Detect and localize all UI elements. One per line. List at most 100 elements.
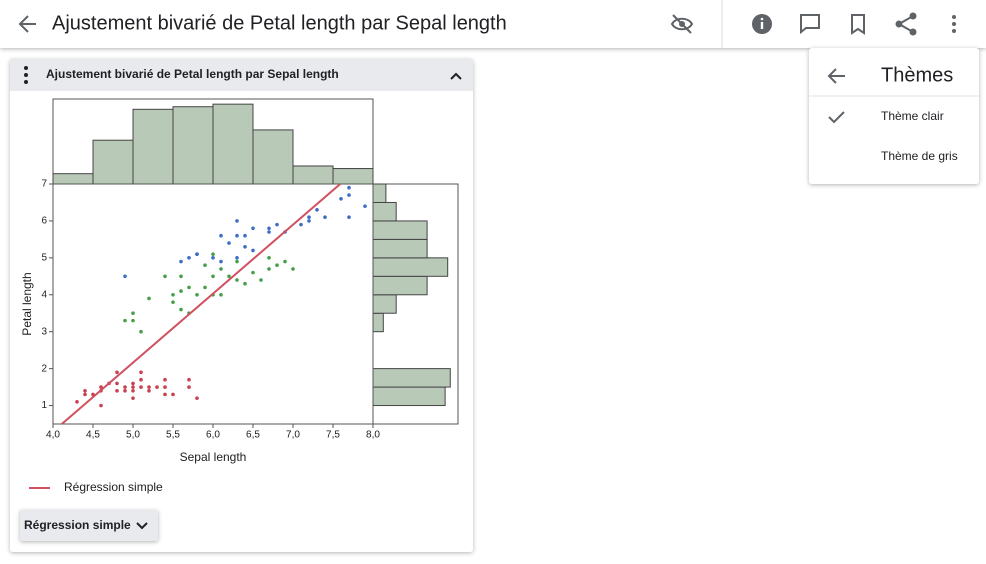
data-point: [123, 388, 127, 393]
histogram-bar: [132, 108, 174, 185]
menu-back[interactable]: [827, 68, 845, 84]
x-axis-label: Sepal length: [180, 450, 247, 464]
bookmark-button[interactable]: [851, 14, 865, 35]
info-button[interactable]: [752, 14, 772, 34]
menu-item[interactable]: Thème clair: [881, 109, 944, 123]
legend-label: Régression simple: [64, 480, 163, 494]
histogram-bar: [372, 220, 428, 240]
app-bar: [0, 0, 986, 48]
data-point: [275, 222, 279, 227]
data-point: [115, 388, 119, 393]
data-point: [267, 267, 271, 271]
more-button[interactable]: [952, 15, 956, 33]
data-point: [163, 377, 167, 382]
data-point: [235, 233, 239, 238]
data-point: [243, 233, 247, 238]
data-point: [187, 385, 191, 389]
histogram-bar: [52, 173, 94, 185]
data-point: [219, 292, 223, 297]
menu-item[interactable]: Thème de gris: [881, 149, 958, 163]
regression-line: [61, 184, 341, 424]
histogram-bar: [332, 168, 374, 185]
data-point: [307, 219, 311, 223]
data-point: [235, 256, 239, 260]
histogram-bar: [292, 165, 334, 185]
data-point: [267, 230, 271, 234]
data-point: [315, 208, 319, 212]
y-tick-label: 3: [41, 326, 47, 337]
data-point: [195, 396, 199, 400]
x-tick-label: 7,0: [286, 430, 300, 441]
theme-menu: [809, 48, 979, 184]
share-button[interactable]: [895, 12, 917, 36]
histogram-bar: [372, 368, 451, 388]
data-point: [275, 263, 279, 268]
data-point: [299, 222, 303, 227]
data-point: [131, 388, 135, 393]
data-point: [131, 318, 135, 323]
data-point: [155, 385, 159, 389]
data-point: [243, 281, 247, 286]
data-point: [243, 244, 247, 249]
data-point: [259, 278, 263, 282]
histogram-bar: [372, 386, 446, 407]
data-point: [339, 196, 343, 201]
data-point: [211, 274, 215, 279]
data-point: [83, 392, 87, 397]
data-point: [179, 307, 183, 312]
hide-button[interactable]: [670, 14, 694, 34]
histogram-bar: [372, 201, 397, 222]
data-point: [307, 215, 311, 220]
data-point: [219, 267, 223, 271]
y-tick-label: 2: [41, 363, 47, 374]
data-point: [235, 219, 239, 223]
data-point: [187, 285, 191, 290]
data-point: [75, 400, 79, 404]
y-tick-label: 5: [41, 252, 47, 263]
x-tick-label: 6,5: [246, 430, 260, 441]
data-point: [323, 215, 327, 220]
histogram-bar: [372, 294, 397, 314]
check-icon: [828, 111, 845, 124]
histogram-bar: [372, 275, 428, 296]
data-point: [219, 259, 223, 264]
panel-menu[interactable]: [24, 66, 28, 84]
data-point: [99, 403, 103, 408]
histogram-bar: [372, 238, 428, 259]
menu-title: Thèmes: [881, 64, 953, 86]
histogram-bar: [372, 183, 387, 203]
data-point: [131, 381, 135, 386]
y-tick-label: 4: [41, 289, 47, 300]
data-point: [179, 274, 183, 279]
data-point: [203, 263, 207, 268]
data-point: [347, 215, 351, 220]
data-point: [187, 377, 191, 382]
back-button[interactable]: [18, 15, 36, 33]
data-point: [147, 388, 151, 393]
data-point: [211, 252, 215, 256]
data-point: [267, 256, 271, 260]
data-point: [131, 385, 135, 389]
histogram-bar: [172, 106, 214, 185]
data-point: [195, 292, 199, 297]
data-point: [131, 396, 135, 400]
x-tick-label: 8,0: [366, 430, 380, 441]
y-tick-label: 7: [41, 179, 47, 190]
fit-button[interactable]: [20, 510, 158, 541]
y-tick-label: 1: [41, 400, 47, 411]
data-point: [267, 226, 271, 231]
comment-button[interactable]: [800, 14, 820, 35]
data-point: [163, 385, 167, 389]
histogram-bar: [372, 257, 449, 277]
data-point: [123, 274, 127, 279]
data-point: [139, 329, 143, 334]
data-point: [171, 292, 175, 297]
collapse-button[interactable]: [450, 72, 462, 80]
data-point: [227, 241, 231, 245]
data-point: [291, 267, 295, 271]
data-point: [115, 381, 119, 386]
panel-title: Ajustement bivarié de Petal length par S…: [46, 67, 339, 81]
x-tick-label: 4,0: [46, 430, 60, 441]
data-point: [139, 370, 143, 375]
